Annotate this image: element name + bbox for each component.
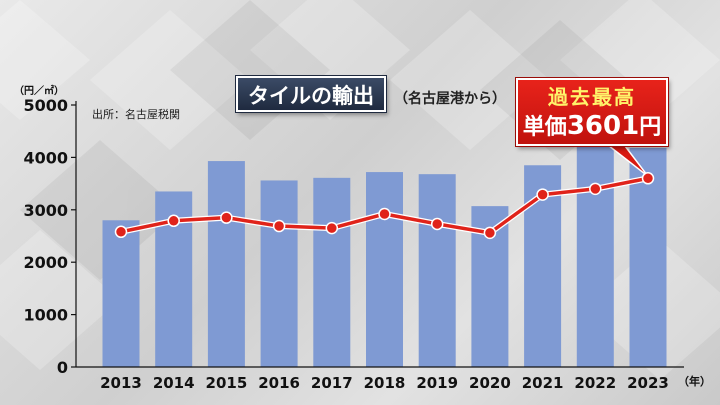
x-axis-unit: （年） [678,375,711,388]
x-tick-label-2020: 2020 [469,374,511,392]
source-note: 出所：名古屋税関 [92,108,180,121]
bar-2016 [260,180,298,367]
y-tick-labels: 0 1000 2000 3000 4000 5000 [23,96,68,377]
record-high-callout: 過去最高 単価3601円 [516,78,668,146]
x-tick-label-2014: 2014 [153,374,195,392]
x-tick-label-2015: 2015 [206,374,248,392]
chart-subtitle: （名古屋港から） [394,91,506,107]
bar-2017 [313,177,351,367]
line-point-2021 [536,188,549,201]
bar-2018 [366,172,403,367]
x-tick-label-2022: 2022 [574,374,616,392]
y-tick-label-1000: 1000 [23,306,68,325]
callout-value: 3601 [566,111,640,141]
x-tick-label-2023: 2023 [627,374,669,392]
bar-2015 [207,161,245,367]
bar-2019 [418,174,456,367]
line-point-2018 [378,207,391,221]
x-tick-label-2019: 2019 [416,374,458,392]
chart-title: タイルの輸出 [236,76,386,112]
callout-suffix: 円 [639,115,662,140]
bar-2022 [576,146,614,367]
callout-line2: 単価3601円 [518,111,666,143]
x-tick-labels: 2013 2014 2015 2016 2017 2018 2019 2020 2021 2022… [100,374,669,392]
x-tick-label-2016: 2016 [258,374,300,392]
y-tick-label-2000: 2000 [23,253,68,272]
bar-series [102,146,667,367]
line-series [114,141,655,240]
y-tick-label-4000: 4000 [23,148,68,167]
y-tick-label-5000: 5000 [23,96,68,115]
line-point-2020 [483,226,497,240]
x-tick-label-2013: 2013 [100,374,142,392]
axes [71,101,684,368]
y-axis-unit: （円／㎡） [14,86,64,97]
callout-line1: 過去最高 [548,85,636,109]
x-tick-label-2017: 2017 [311,374,353,392]
x-tick-label-2021: 2021 [522,374,564,392]
y-tick-label-3000: 3000 [23,201,68,220]
line-point-2017 [325,221,339,235]
callout-prefix: 単価 [522,115,567,140]
bar-2013 [102,220,140,367]
x-tick-label-2018: 2018 [364,374,406,392]
line-point-2023 [641,172,655,185]
line-point-2016 [272,219,286,233]
line-point-2022 [589,182,602,196]
line-point-2015 [220,211,233,224]
y-tick-label-0: 0 [57,358,68,377]
line-point-2013 [114,225,128,239]
line-point-2019 [430,217,444,231]
line-point-2014 [167,214,180,228]
